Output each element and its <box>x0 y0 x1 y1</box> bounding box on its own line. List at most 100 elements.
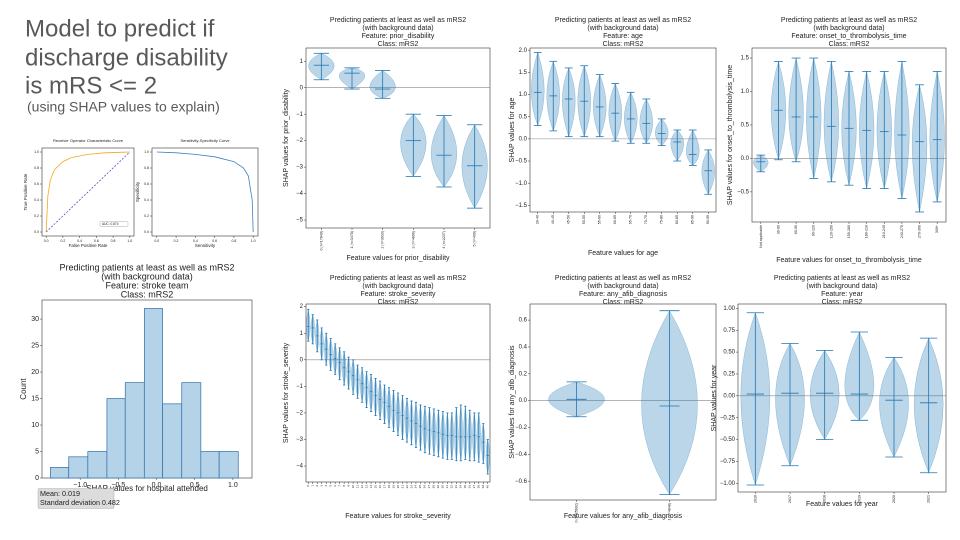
y-tick-label: −1.5 <box>515 203 528 209</box>
x-tick-label: 0 (n=25602) <box>574 503 578 522</box>
x-axis-label: Feature values for age <box>588 250 658 257</box>
annotation: AUC: 0.874 <box>102 222 119 226</box>
y-tick-label: −0.2 <box>515 425 528 431</box>
x-axis-label: Feature values for prior_disability <box>346 255 450 262</box>
chart-title: Feature: year <box>821 291 863 298</box>
x-tick-label: 120-150 <box>829 225 833 238</box>
y-axis-label: Count <box>19 378 28 400</box>
chart-title: Class: mRS2 <box>121 289 174 299</box>
x-tick-label: 31 <box>445 485 449 489</box>
x-tick-label: 10 <box>351 485 355 489</box>
y-tick-label: 1.5 <box>741 56 750 62</box>
x-tick-label: 13 <box>364 485 368 489</box>
y-tick-label: −0.6 <box>515 479 528 485</box>
histogram-bar <box>87 451 108 479</box>
y-tick-label: 10 <box>31 422 39 429</box>
histogram-bar <box>143 308 164 479</box>
x-tick-label: 180-210 <box>865 225 869 238</box>
y-tick-label: 25 <box>31 342 39 349</box>
x-tick-label: 30-40 <box>536 215 540 224</box>
chart-title: Predicting patients at least as well as … <box>330 275 466 282</box>
histogram-bar <box>200 451 220 479</box>
x-tick-label: 270-300 <box>917 225 921 238</box>
x-tick-label: 14 <box>369 485 373 489</box>
slide-title: discharge disability <box>25 44 228 71</box>
x-tick-label: 15 <box>373 485 377 489</box>
x-axis-label: False Positive Rate <box>69 243 108 248</box>
x-tick-label: 80-85 <box>675 215 679 224</box>
slide-title: Model to predict if <box>25 15 215 42</box>
y-tick-label: 0.6 <box>519 318 528 324</box>
chart-title: (with background data) <box>806 283 877 290</box>
y-tick-label: 1.00 <box>723 306 735 312</box>
x-tick-label: 20 <box>396 485 400 489</box>
x-tick-label: 0.0 <box>154 239 159 243</box>
chart-title: Predicting patients at least as well as … <box>59 262 234 272</box>
y-tick-label: 0 <box>300 85 304 91</box>
y-axis-label: SHAP values for prior_disability <box>283 89 290 187</box>
x-tick-label: 50-55 <box>582 215 586 224</box>
x-tick-label: 1.0 <box>228 482 238 489</box>
x-tick-label: 6 <box>333 485 337 487</box>
y-tick-label: −1.0 <box>515 181 528 187</box>
slide-subtitle: (using SHAP values to explain) <box>27 99 220 115</box>
x-tick-label: 0.4 <box>77 239 82 243</box>
histogram-bar <box>181 382 202 479</box>
x-tick-label: 11 <box>355 485 359 488</box>
x-tick-label: 1 (n=3478) <box>350 231 354 248</box>
annotation: Mean: 0.019 <box>40 489 80 498</box>
x-tick-label: 240-270 <box>900 225 904 238</box>
x-tick-label: 90-95 <box>706 215 710 224</box>
x-tick-label: 21 <box>400 485 404 489</box>
chart-title: (with background data) <box>362 25 433 32</box>
x-tick-label: 2018 <box>823 495 827 503</box>
y-tick-label: −1.00 <box>720 481 736 487</box>
x-tick-label: Not applicable <box>759 225 763 248</box>
x-axis-label: Sensitivity <box>195 243 216 248</box>
x-tick-label: 60-65 <box>613 215 617 224</box>
chart-title: (with background data) <box>362 283 433 290</box>
x-tick-label: 0 <box>306 485 310 487</box>
chart-title: Predicting patients at least as well as … <box>781 17 917 24</box>
x-tick-label: −0.5 <box>111 482 125 489</box>
chart-title: Feature: age <box>603 33 643 40</box>
chart-title: Feature: onset_to_thrombolysis_time <box>791 33 906 40</box>
y-tick-label: −1 <box>296 112 304 118</box>
y-tick-label: −2 <box>296 411 304 417</box>
y-tick-label: −0.50 <box>720 437 736 443</box>
x-tick-label: 34 <box>459 485 463 489</box>
chart-title: Predicting patients at least as well as … <box>555 275 691 282</box>
annotation-box <box>99 221 129 227</box>
x-tick-label: 26 <box>423 485 427 489</box>
y-axis-label: Specificity <box>135 181 140 202</box>
chart-title: Class: mRS2 <box>378 299 419 306</box>
x-tick-label: 4 <box>324 485 328 487</box>
x-tick-label: 8 <box>342 485 346 487</box>
y-tick-label: 0.00 <box>723 393 735 399</box>
x-tick-label: 65-70 <box>629 215 633 224</box>
y-tick-label: 0.0 <box>34 230 39 234</box>
y-tick-label: 0.6 <box>144 182 149 186</box>
x-tick-label: 0.2 <box>60 239 65 243</box>
chart-title: (with background data) <box>101 271 193 281</box>
x-tick-label: 29 <box>436 485 440 489</box>
x-tick-label: 2020 <box>892 495 896 503</box>
x-tick-label: −1.0 <box>73 482 87 489</box>
histogram-bar <box>218 451 239 479</box>
chart-title: Sensitivity-Specificity Curve <box>180 138 230 143</box>
chart-title: Predicting patients at least as well as … <box>555 17 691 24</box>
x-tick-label: 24 <box>414 485 418 489</box>
histogram-bar <box>50 467 70 479</box>
x-tick-label: 27 <box>427 485 431 489</box>
y-axis-label: SHAP values for age <box>509 97 516 162</box>
x-tick-label: 0.6 <box>94 239 99 243</box>
y-tick-label: 15 <box>31 395 39 402</box>
y-tick-label: 0.75 <box>723 328 735 334</box>
x-tick-label: 45-50 <box>567 215 571 224</box>
x-tick-label: 75-80 <box>660 215 664 224</box>
x-tick-label: 37 <box>472 485 476 489</box>
x-tick-label: 0.5 <box>190 482 200 489</box>
x-tick-label: 18 <box>387 485 391 489</box>
y-tick-label: 0.0 <box>519 398 528 404</box>
x-tick-label: 40 <box>486 485 490 489</box>
